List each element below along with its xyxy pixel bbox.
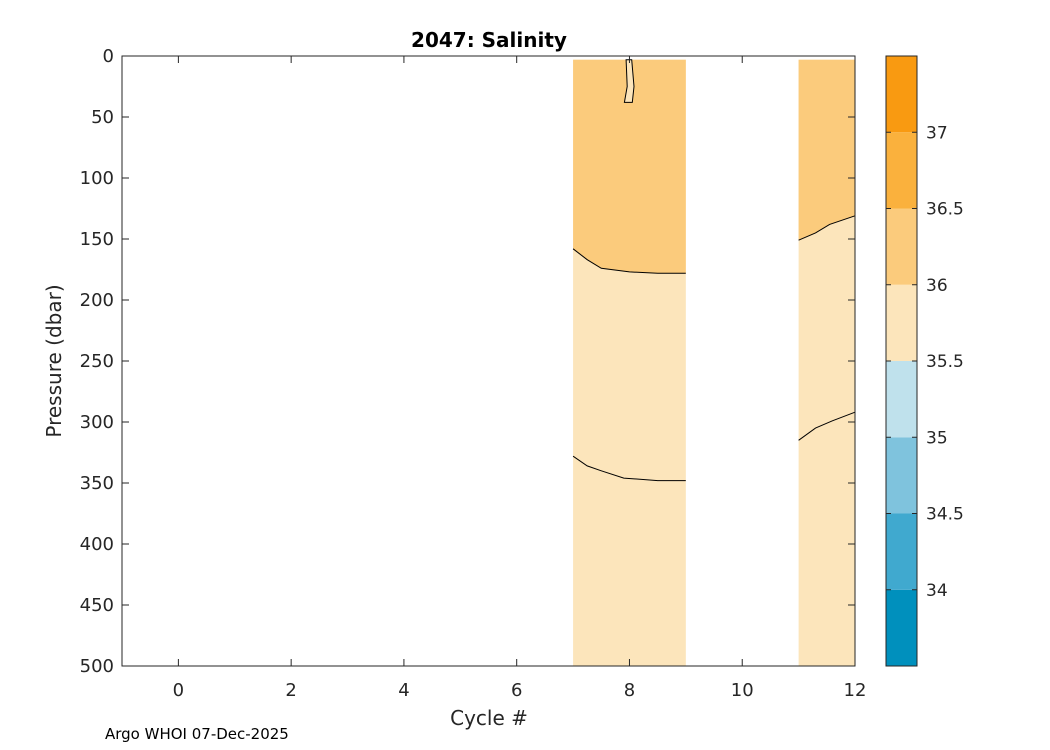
salinity-pocket-35.5-36 — [623, 59, 635, 103]
x-tick-label: 12 — [844, 680, 867, 701]
colorbar-ticks — [886, 131, 917, 591]
salinity-fill-36-36.5 — [798, 59, 855, 241]
y-tick-label: 150 — [80, 229, 114, 250]
colorbar-band — [886, 208, 917, 285]
y-tick-label: 100 — [80, 168, 114, 189]
x-tick-label: 10 — [731, 680, 754, 701]
contour-block-2 — [798, 59, 856, 667]
y-tick-labels: 0 50 100 150 200 250 300 350 400 450 500 — [80, 46, 114, 677]
contour-line-35.5 — [572, 455, 686, 482]
colorbar-band — [886, 589, 917, 666]
colorbar-band — [886, 437, 917, 514]
y-tick-label: 0 — [103, 46, 114, 67]
colorbar-tick-label: 35.5 — [926, 352, 964, 372]
colorbar-labels: 34 34.5 35 35.5 36 36.5 37 — [926, 123, 964, 601]
contour-layer — [572, 59, 856, 667]
y-tick-label: 50 — [91, 107, 114, 128]
y-tick-label: 350 — [80, 473, 114, 494]
y-tick-label: 200 — [80, 290, 114, 311]
contour-line-36 — [572, 248, 686, 274]
y-tick-label: 450 — [80, 595, 114, 616]
y-tick-label: 250 — [80, 351, 114, 372]
chart-title: 2047: Salinity — [411, 28, 567, 52]
colorbar-tick-label: 34 — [926, 581, 948, 601]
footer-credit: Argo WHOI 07-Dec-2025 — [105, 725, 289, 743]
colorbar: 34 34.5 35 35.5 36 36.5 37 — [885, 55, 964, 667]
colorbar-tick-label: 34.5 — [926, 505, 964, 525]
plot-background — [122, 56, 855, 666]
x-tick-labels: 0 2 4 6 8 10 12 — [173, 680, 867, 701]
colorbar-band — [886, 513, 917, 590]
contour-block-1 — [572, 59, 686, 667]
colorbar-band — [886, 284, 917, 361]
x-tick-label: 0 — [173, 680, 184, 701]
y-tick-label: 400 — [80, 534, 114, 555]
colorbar-tick-label: 35 — [926, 428, 948, 448]
contour-line-35.5 — [798, 411, 856, 441]
colorbar-tick-label: 36 — [926, 276, 948, 296]
colorbar-band — [886, 132, 917, 209]
plot-area — [121, 55, 856, 667]
plot-frame — [121, 55, 856, 667]
colorbar-band — [886, 361, 917, 438]
colorbar-tick-label: 36.5 — [926, 200, 964, 220]
x-tick-label: 6 — [511, 680, 522, 701]
y-tick-label: 500 — [80, 656, 114, 677]
contour-line-36 — [798, 215, 856, 241]
x-axis-label: Cycle # — [450, 706, 528, 730]
colorbar-band — [886, 56, 917, 133]
colorbar-bands — [886, 56, 917, 666]
colorbar-tick-label: 37 — [926, 123, 948, 143]
colorbar-frame — [885, 55, 918, 667]
x-tick-label: 4 — [398, 680, 409, 701]
x-tick-label: 2 — [285, 680, 296, 701]
y-axis-label: Pressure (dbar) — [42, 284, 66, 437]
y-tick-label: 300 — [80, 412, 114, 433]
salinity-fill-36-36.5 — [573, 59, 686, 274]
x-tick-label: 8 — [624, 680, 635, 701]
